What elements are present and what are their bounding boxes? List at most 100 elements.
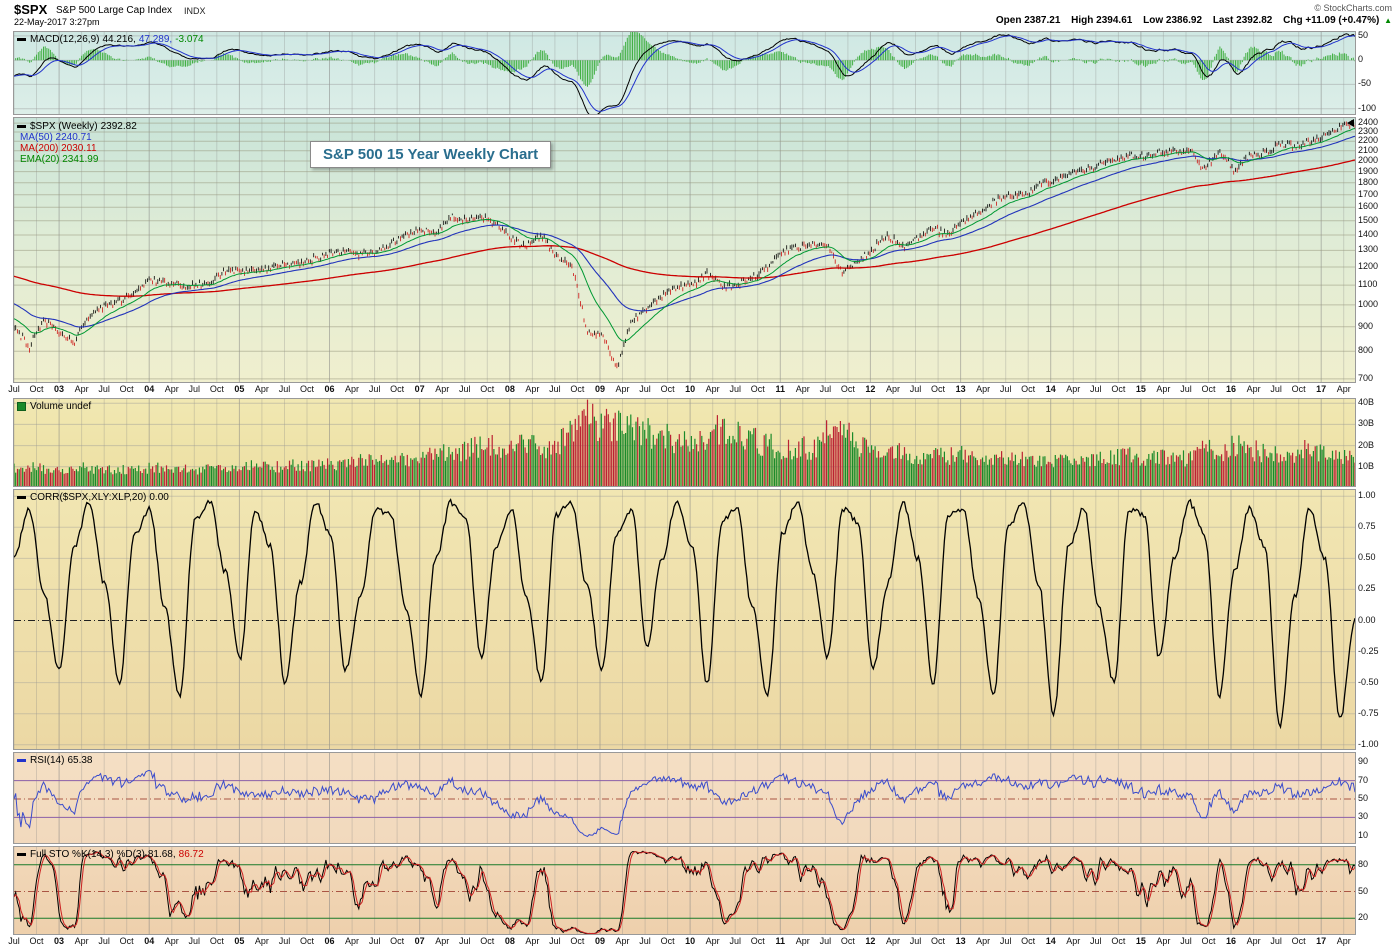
y-axis-label: 20B <box>1358 439 1375 450</box>
panel-sto <box>13 846 1356 935</box>
open-label: Open <box>995 15 1022 26</box>
x-axis-label: Oct <box>931 936 946 946</box>
ma200-legend: MA(200) 2030.11 <box>20 143 97 154</box>
y-axis-label: 1300 <box>1358 244 1379 255</box>
x-axis-label: Apr <box>1066 384 1081 394</box>
x-axis-label: Oct <box>209 936 224 946</box>
x-axis-label: Jul <box>1180 936 1192 946</box>
y-axis-label: 1500 <box>1358 214 1379 225</box>
y-axis-label: 2100 <box>1358 144 1379 155</box>
quote-bar: Open 2387.21 High 2394.61 Low 2386.92 La… <box>988 15 1392 26</box>
y-axis-label: 1800 <box>1358 176 1379 187</box>
x-axis-label: Apr <box>1336 936 1351 946</box>
x-axis-label: Apr <box>795 384 810 394</box>
x-axis-label: Apr <box>615 384 630 394</box>
y-axis-label: -0.75 <box>1358 707 1379 718</box>
x-axis-label: 09 <box>594 936 605 946</box>
x-axis-label: Apr <box>525 936 540 946</box>
y-axis-label: 0 <box>1358 54 1364 65</box>
x-axis-label: Oct <box>480 936 495 946</box>
y-axis-label: -1.00 <box>1358 738 1379 749</box>
x-axis-label: Jul <box>188 936 201 946</box>
ema20-legend: EMA(20) 2341.99 <box>20 154 99 165</box>
change-up-icon: ▲ <box>1384 16 1392 25</box>
x-axis-label: Oct <box>570 384 585 394</box>
x-axis-label: 05 <box>234 936 245 946</box>
x-axis-label: 15 <box>1135 936 1146 946</box>
y-axis-label: 1600 <box>1358 201 1379 212</box>
x-axis-label: Oct <box>209 384 224 394</box>
x-axis-label: Oct <box>1111 936 1126 946</box>
macd-hist-value: -3.074 <box>175 34 204 45</box>
x-axis-label: Jul <box>278 936 291 946</box>
x-axis-label: 16 <box>1226 936 1237 946</box>
x-axis-label: Oct <box>119 384 134 394</box>
x-axis-label: 03 <box>54 936 65 946</box>
x-axis-label: Jul <box>999 384 1012 394</box>
y-axis-label: 30 <box>1358 811 1369 822</box>
last-label: Last <box>1212 15 1234 26</box>
volume-bar-icon <box>17 401 26 411</box>
ma50-legend: MA(50) 2240.71 <box>20 132 92 143</box>
x-axis-label: Jul <box>909 936 922 946</box>
macd-line-icon <box>17 37 26 41</box>
price-value: 2392.82 <box>100 121 137 132</box>
y-axis-label: -0.25 <box>1358 645 1379 656</box>
x-axis-label: Jul <box>729 384 741 394</box>
x-axis-label: 04 <box>144 384 155 394</box>
y-axis-label: 50 <box>1358 885 1369 896</box>
x-axis-label: Jul <box>368 384 381 394</box>
x-axis-label: Apr <box>976 936 991 946</box>
x-axis-label: Oct <box>931 384 946 394</box>
x-axis-label: 08 <box>504 936 515 946</box>
x-axis-label: Apr <box>1246 936 1261 946</box>
x-axis-label: 12 <box>865 936 876 946</box>
symbol: $SPX <box>14 2 48 17</box>
x-axis-label: Jul <box>549 936 561 946</box>
x-axis-label: 17 <box>1316 384 1327 394</box>
x-axis-label: Jul <box>98 936 110 946</box>
x-axis-label: Jul <box>1270 384 1282 394</box>
high-label: High <box>1071 15 1094 26</box>
x-axis-label: Jul <box>549 384 561 394</box>
x-axis-label: Apr <box>1156 384 1171 394</box>
y-axis-label: 2300 <box>1358 125 1379 136</box>
y-axis-label: 2200 <box>1358 135 1379 146</box>
y-axis-label: 20 <box>1358 912 1369 923</box>
macd-signal-value: 47.289, <box>138 34 173 45</box>
high-value: 2394.61 <box>1096 15 1133 26</box>
y-axis-label: 1200 <box>1358 261 1379 271</box>
x-axis-label: 17 <box>1316 936 1327 946</box>
copyright-link[interactable]: © StockCharts.com <box>1314 3 1392 13</box>
panel-rsi <box>13 752 1356 844</box>
x-axis-label: Apr <box>1336 384 1351 394</box>
x-axis-label: Apr <box>74 384 89 394</box>
sto-k-value: 81.68, <box>147 849 176 860</box>
x-axis-label: 13 <box>955 936 966 946</box>
panel-macd <box>13 31 1356 115</box>
x-axis-label: Oct <box>299 936 314 946</box>
x-axis-label: 07 <box>414 936 425 946</box>
x-axis-label: 11 <box>775 384 786 394</box>
x-axis-label: Apr <box>1066 936 1081 946</box>
y-axis-label: 800 <box>1358 345 1374 356</box>
x-axis-label: Apr <box>885 936 900 946</box>
x-axis-label: Oct <box>840 384 855 394</box>
x-axis-label: Apr <box>885 384 900 394</box>
x-axis-label: 15 <box>1135 384 1146 394</box>
x-axis-label: 12 <box>865 384 876 394</box>
corr-legend: CORR($SPX,XLY:XLP,20) 0.00 <box>17 492 169 503</box>
y-axis-label: 900 <box>1358 320 1374 331</box>
x-axis-label: 03 <box>54 384 65 394</box>
x-axis-label: Apr <box>254 936 269 946</box>
x-axis-label: Jul <box>1090 936 1102 946</box>
x-axis-label: Jul <box>1270 936 1282 946</box>
rsi-value: 65.38 <box>67 755 93 766</box>
x-axis-label: 11 <box>775 936 786 946</box>
x-axis-label: 06 <box>324 384 335 394</box>
x-axis-label: Oct <box>1201 384 1216 394</box>
x-axis-label: Apr <box>164 384 179 394</box>
x-axis-label: Jul <box>8 936 20 946</box>
x-axis-label: Oct <box>390 384 405 394</box>
